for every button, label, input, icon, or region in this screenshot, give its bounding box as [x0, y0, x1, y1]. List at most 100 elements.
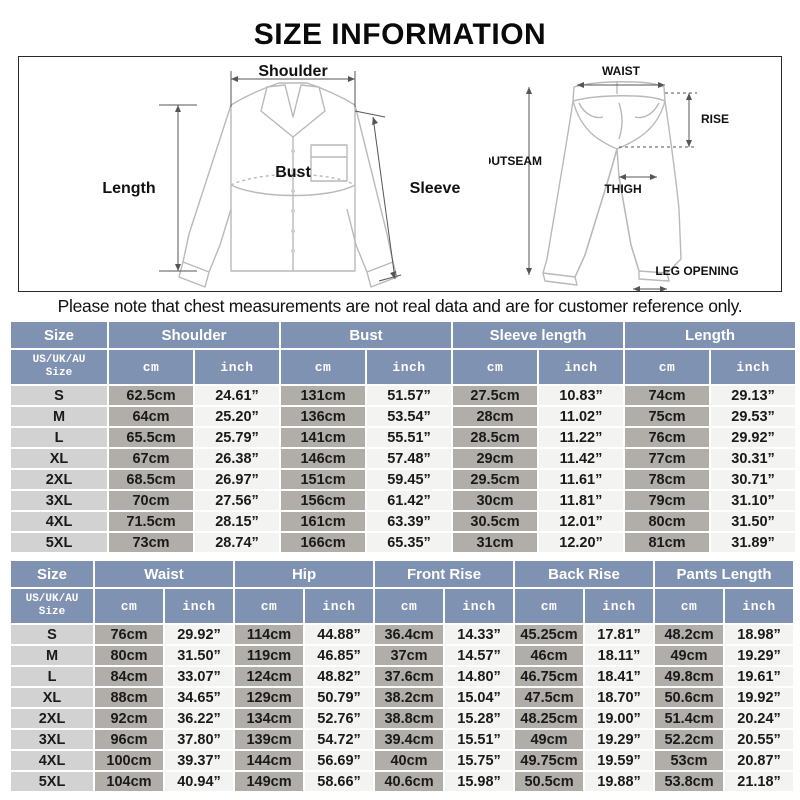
- cm-value-cell: 76cm: [625, 428, 710, 447]
- inch-value-cell: 20.87”: [725, 751, 794, 770]
- cm-value-cell: 80cm: [625, 512, 710, 531]
- inch-value-cell: 21.18”: [725, 772, 794, 791]
- bottoms-unit-8: cm: [655, 589, 724, 623]
- size-cell: 4XL: [11, 512, 107, 531]
- cm-value-cell: 75cm: [625, 407, 710, 426]
- inch-value-cell: 15.51”: [445, 730, 514, 749]
- cm-value-cell: 100cm: [95, 751, 163, 770]
- inch-value-cell: 65.35”: [367, 533, 452, 552]
- bottoms-unit-7: inch: [585, 589, 654, 623]
- table-row: 2XL 92cm 36.22” 134cm 52.76” 38.8cm 15.28” 48.2…: [11, 709, 794, 728]
- inch-value-cell: 63.39”: [367, 512, 452, 531]
- inch-value-cell: 31.10”: [711, 491, 796, 510]
- cm-value-cell: 28cm: [453, 407, 538, 426]
- size-cell: 5XL: [11, 772, 93, 791]
- cm-value-cell: 37.6cm: [375, 667, 444, 686]
- inch-value-cell: 61.42”: [367, 491, 452, 510]
- inch-value-cell: 46.85”: [305, 646, 374, 665]
- cm-value-cell: 53cm: [655, 751, 724, 770]
- inch-value-cell: 29.92”: [711, 428, 796, 447]
- size-cell: S: [11, 625, 93, 644]
- table-row: S 62.5cm 24.61” 131cm 51.57” 27.5cm 10.83” 74cm…: [11, 386, 796, 405]
- inch-value-cell: 18.41”: [585, 667, 654, 686]
- cm-value-cell: 36.4cm: [375, 625, 444, 644]
- inch-value-cell: 19.29”: [585, 730, 654, 749]
- inch-value-cell: 30.71”: [711, 470, 796, 489]
- cm-value-cell: 30cm: [453, 491, 538, 510]
- cm-value-cell: 70cm: [109, 491, 193, 510]
- inch-value-cell: 12.20”: [539, 533, 624, 552]
- cm-value-cell: 46cm: [515, 646, 584, 665]
- pants-diagram: WAIST RISE OUTSEAM: [489, 59, 769, 291]
- cm-value-cell: 38.2cm: [375, 688, 444, 707]
- cm-value-cell: 38.8cm: [375, 709, 444, 728]
- size-cell: XL: [11, 449, 107, 468]
- cm-value-cell: 64cm: [109, 407, 193, 426]
- bottoms-unit-2: cm: [235, 589, 304, 623]
- table-row: 4XL 100cm 39.37” 144cm 56.69” 40cm 15.75” 49.75…: [11, 751, 794, 770]
- inch-value-cell: 14.80”: [445, 667, 514, 686]
- inch-value-cell: 26.97”: [195, 470, 280, 489]
- shirt-diagram: Shoulder Length Bust Sleeve: [79, 59, 469, 291]
- table-row: 2XL 68.5cm 26.97” 151cm 59.45” 29.5cm 11.61” 78…: [11, 470, 796, 489]
- size-cell: S: [11, 386, 107, 405]
- inch-value-cell: 11.61”: [539, 470, 624, 489]
- table-row: 5XL 73cm 28.74” 166cm 65.35” 31cm 12.20” 81cm 31…: [11, 533, 796, 552]
- inch-value-cell: 19.61”: [725, 667, 794, 686]
- cm-value-cell: 50.6cm: [655, 688, 724, 707]
- size-cell: 3XL: [11, 730, 93, 749]
- table-row: 5XL 104cm 40.94” 149cm 58.66” 40.6cm 15.98” 50.…: [11, 772, 794, 791]
- table-row: L 84cm 33.07” 124cm 48.82” 37.6cm 14.80” 46.75c…: [11, 667, 794, 686]
- inch-value-cell: 50.79”: [305, 688, 374, 707]
- tops-group-0: Shoulder: [109, 322, 280, 348]
- inch-value-cell: 31.50”: [711, 512, 796, 531]
- cm-value-cell: 88cm: [95, 688, 163, 707]
- inch-value-cell: 15.98”: [445, 772, 514, 791]
- cm-value-cell: 68.5cm: [109, 470, 193, 489]
- table-row: L 65.5cm 25.79” 141cm 55.51” 28.5cm 11.22” 76cm…: [11, 428, 796, 447]
- pants-label-waist: WAIST: [602, 64, 641, 78]
- size-cell: L: [11, 428, 107, 447]
- tops-size-table: Size Shoulder Bust Sleeve length Length …: [9, 320, 797, 554]
- inch-value-cell: 40.94”: [165, 772, 234, 791]
- inch-value-cell: 25.20”: [195, 407, 280, 426]
- shirt-label-sleeve: Sleeve: [410, 180, 461, 197]
- inch-value-cell: 15.28”: [445, 709, 514, 728]
- size-cell: 4XL: [11, 751, 93, 770]
- inch-value-cell: 10.83”: [539, 386, 624, 405]
- inch-value-cell: 18.11”: [585, 646, 654, 665]
- pants-label-leg-opening: LEG OPENING: [655, 264, 738, 278]
- cm-value-cell: 39.4cm: [375, 730, 444, 749]
- inch-value-cell: 15.75”: [445, 751, 514, 770]
- inch-value-cell: 18.98”: [725, 625, 794, 644]
- cm-value-cell: 79cm: [625, 491, 710, 510]
- cm-value-cell: 104cm: [95, 772, 163, 791]
- cm-value-cell: 67cm: [109, 449, 193, 468]
- bottoms-unit-1: inch: [165, 589, 234, 623]
- tops-group-3: Length: [625, 322, 796, 348]
- cm-value-cell: 52.2cm: [655, 730, 724, 749]
- cm-value-cell: 37cm: [375, 646, 444, 665]
- size-subheader-line2: Size: [45, 367, 73, 379]
- measurement-diagram-panel: Shoulder Length Bust Sleeve: [18, 56, 782, 292]
- bottoms-size-table-size-subheader: US/UK/AU Size: [11, 589, 93, 623]
- inch-value-cell: 31.89”: [711, 533, 796, 552]
- bottoms-group-3: Back Rise: [515, 561, 654, 587]
- pants-label-rise: RISE: [701, 112, 729, 126]
- cm-value-cell: 161cm: [281, 512, 366, 531]
- cm-value-cell: 65.5cm: [109, 428, 193, 447]
- table-row: S 76cm 29.92” 114cm 44.88” 36.4cm 14.33” 45.25c…: [11, 625, 794, 644]
- tops-unit-5: inch: [539, 350, 624, 384]
- size-cell: 2XL: [11, 709, 93, 728]
- table-row: M 64cm 25.20” 136cm 53.54” 28cm 11.02” 75cm 29.5…: [11, 407, 796, 426]
- inch-value-cell: 44.88”: [305, 625, 374, 644]
- tops-unit-4: cm: [453, 350, 538, 384]
- tops-unit-0: cm: [109, 350, 193, 384]
- inch-value-cell: 28.15”: [195, 512, 280, 531]
- cm-value-cell: 80cm: [95, 646, 163, 665]
- cm-value-cell: 31cm: [453, 533, 538, 552]
- tops-unit-header-row: US/UK/AU Size cm inch cm inch cm inch cm …: [11, 350, 796, 384]
- inch-value-cell: 18.70”: [585, 688, 654, 707]
- inch-value-cell: 56.69”: [305, 751, 374, 770]
- size-subheader-line1: US/UK/AU: [32, 354, 86, 367]
